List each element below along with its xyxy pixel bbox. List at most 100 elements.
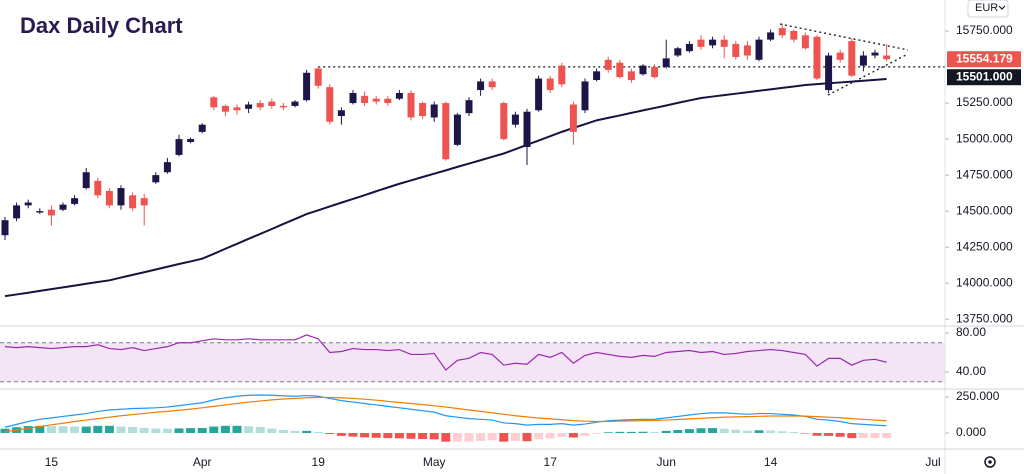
- histogram-bar: [232, 425, 242, 434]
- y-tick-label: 13750.000: [956, 311, 1013, 325]
- candle-body: [662, 58, 670, 68]
- x-tick-label: 19: [312, 455, 326, 469]
- y-tick-label: 15000.000: [956, 131, 1013, 145]
- candle-body: [13, 205, 21, 219]
- x-tick-label: Jun: [657, 455, 676, 469]
- histogram-bar: [592, 433, 602, 434]
- candle-body: [627, 71, 635, 80]
- histogram-bar: [290, 430, 300, 434]
- candle-body: [465, 100, 473, 114]
- candle-body: [697, 39, 705, 47]
- gear[interactable]: [984, 456, 996, 468]
- histogram-bar: [487, 433, 497, 441]
- candle-body: [36, 211, 44, 213]
- histogram-bar: [394, 433, 404, 439]
- currency-chevron[interactable]: [998, 5, 1006, 10]
- y-tick-label: 80.00: [956, 325, 986, 339]
- histogram-bar: [104, 425, 114, 434]
- histogram-bar: [267, 428, 277, 434]
- histogram-bar: [371, 433, 381, 438]
- candle-body: [105, 190, 113, 206]
- histogram-bar: [278, 429, 288, 434]
- candle-body: [500, 103, 508, 140]
- chart-title: Dax Daily Chart: [20, 13, 183, 38]
- x-tick-label: May: [423, 455, 446, 469]
- candle-body: [210, 97, 218, 108]
- candle-body: [314, 68, 322, 86]
- histogram-bar: [255, 426, 265, 434]
- currency-label[interactable]: EUR: [975, 2, 998, 14]
- histogram-bar: [580, 433, 590, 436]
- histogram-bar: [719, 428, 729, 434]
- y-tick-label: 14500.000: [956, 203, 1013, 217]
- candle-body: [187, 139, 195, 142]
- histogram-bar: [638, 431, 648, 434]
- candle-body: [279, 105, 287, 108]
- candle-body: [245, 104, 253, 109]
- candle-body: [268, 101, 276, 106]
- histogram-bar: [545, 433, 555, 439]
- candle-body: [790, 30, 798, 40]
- plot-layer: [0, 23, 945, 442]
- histogram-bar: [23, 426, 33, 434]
- x-tick-label: 15: [45, 455, 59, 469]
- candle-body: [453, 114, 461, 145]
- last-price-box: [947, 51, 1021, 68]
- gear-hub[interactable]: [988, 460, 992, 464]
- candle-body: [163, 162, 171, 173]
- histogram-bar: [777, 431, 787, 434]
- candle-body: [546, 78, 554, 91]
- x-tick-label: 17: [544, 455, 558, 469]
- candle-body: [709, 39, 717, 46]
- candle-body: [639, 65, 647, 75]
- x-tick-label: Jul: [925, 455, 940, 469]
- candle-body: [616, 62, 624, 78]
- moving-average: [4, 77, 887, 298]
- histogram-bar: [603, 432, 613, 434]
- candle-body: [82, 172, 90, 189]
- histogram-bar: [615, 431, 625, 434]
- currency-button[interactable]: [967, 0, 1009, 18]
- histogram-bar: [429, 433, 439, 440]
- histogram-bar: [81, 426, 91, 434]
- candle-body: [743, 45, 751, 56]
- histogram-bar: [510, 433, 520, 441]
- candle-body: [767, 32, 775, 40]
- histogram-bar: [684, 429, 694, 434]
- y-tick-label: 250.000: [956, 389, 1000, 403]
- rsi-band: [0, 342, 945, 382]
- histogram-bar: [406, 433, 416, 439]
- histogram-bar: [418, 433, 428, 440]
- candle-body: [593, 71, 601, 80]
- trend-line: [779, 23, 909, 51]
- candle-body: [720, 39, 728, 47]
- histogram-bar: [46, 426, 56, 434]
- candle-body: [569, 104, 577, 132]
- candle-body: [883, 55, 891, 60]
- candle-body: [848, 41, 856, 76]
- histogram-bar: [835, 433, 845, 437]
- histogram-bar: [244, 426, 254, 434]
- histogram-bar: [696, 428, 706, 434]
- candle-body: [778, 28, 786, 36]
- histogram-bar: [731, 429, 741, 434]
- candle-body: [442, 103, 450, 160]
- candle-body: [407, 92, 415, 118]
- candle-body: [685, 43, 693, 52]
- candle-body: [651, 67, 659, 78]
- y-tick-label: 14750.000: [956, 167, 1013, 181]
- histogram-bar: [858, 433, 868, 439]
- candle-body: [825, 55, 833, 91]
- histogram-bar: [742, 430, 752, 434]
- candle-body: [558, 65, 566, 85]
- histogram-bar: [812, 433, 822, 436]
- histogram-bar: [452, 433, 462, 442]
- histogram-bar: [174, 428, 184, 434]
- settings-icon[interactable]: [984, 456, 996, 468]
- histogram-bar: [116, 426, 126, 434]
- histogram-bar: [93, 425, 103, 434]
- histogram-bar: [58, 426, 68, 434]
- candle-body: [871, 52, 879, 56]
- histogram-bar: [336, 433, 346, 436]
- candle-body: [813, 36, 821, 79]
